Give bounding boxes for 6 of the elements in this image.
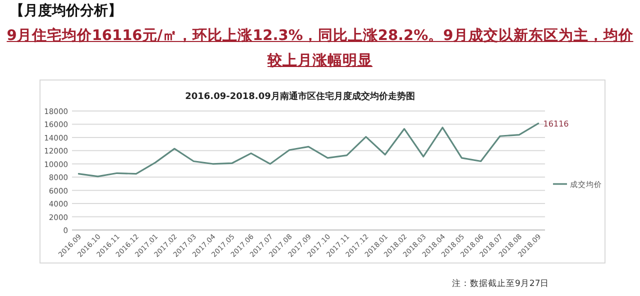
text: 注：数据截止至9月27日	[452, 278, 550, 289]
chart-subtitle: 9月住宅均价16116元/㎡，环比上涨12.3%，同比上涨28.2%。9月成交以新东区为主，均价较上月涨幅明显	[6, 26, 634, 71]
line-series	[78, 122, 540, 178]
data-label: 16116	[543, 119, 569, 128]
chart-title: 2016.09-2018.09月南通市区住宅月度成交均价走势图	[185, 91, 415, 102]
text: 【月度均价分析】	[10, 2, 122, 20]
